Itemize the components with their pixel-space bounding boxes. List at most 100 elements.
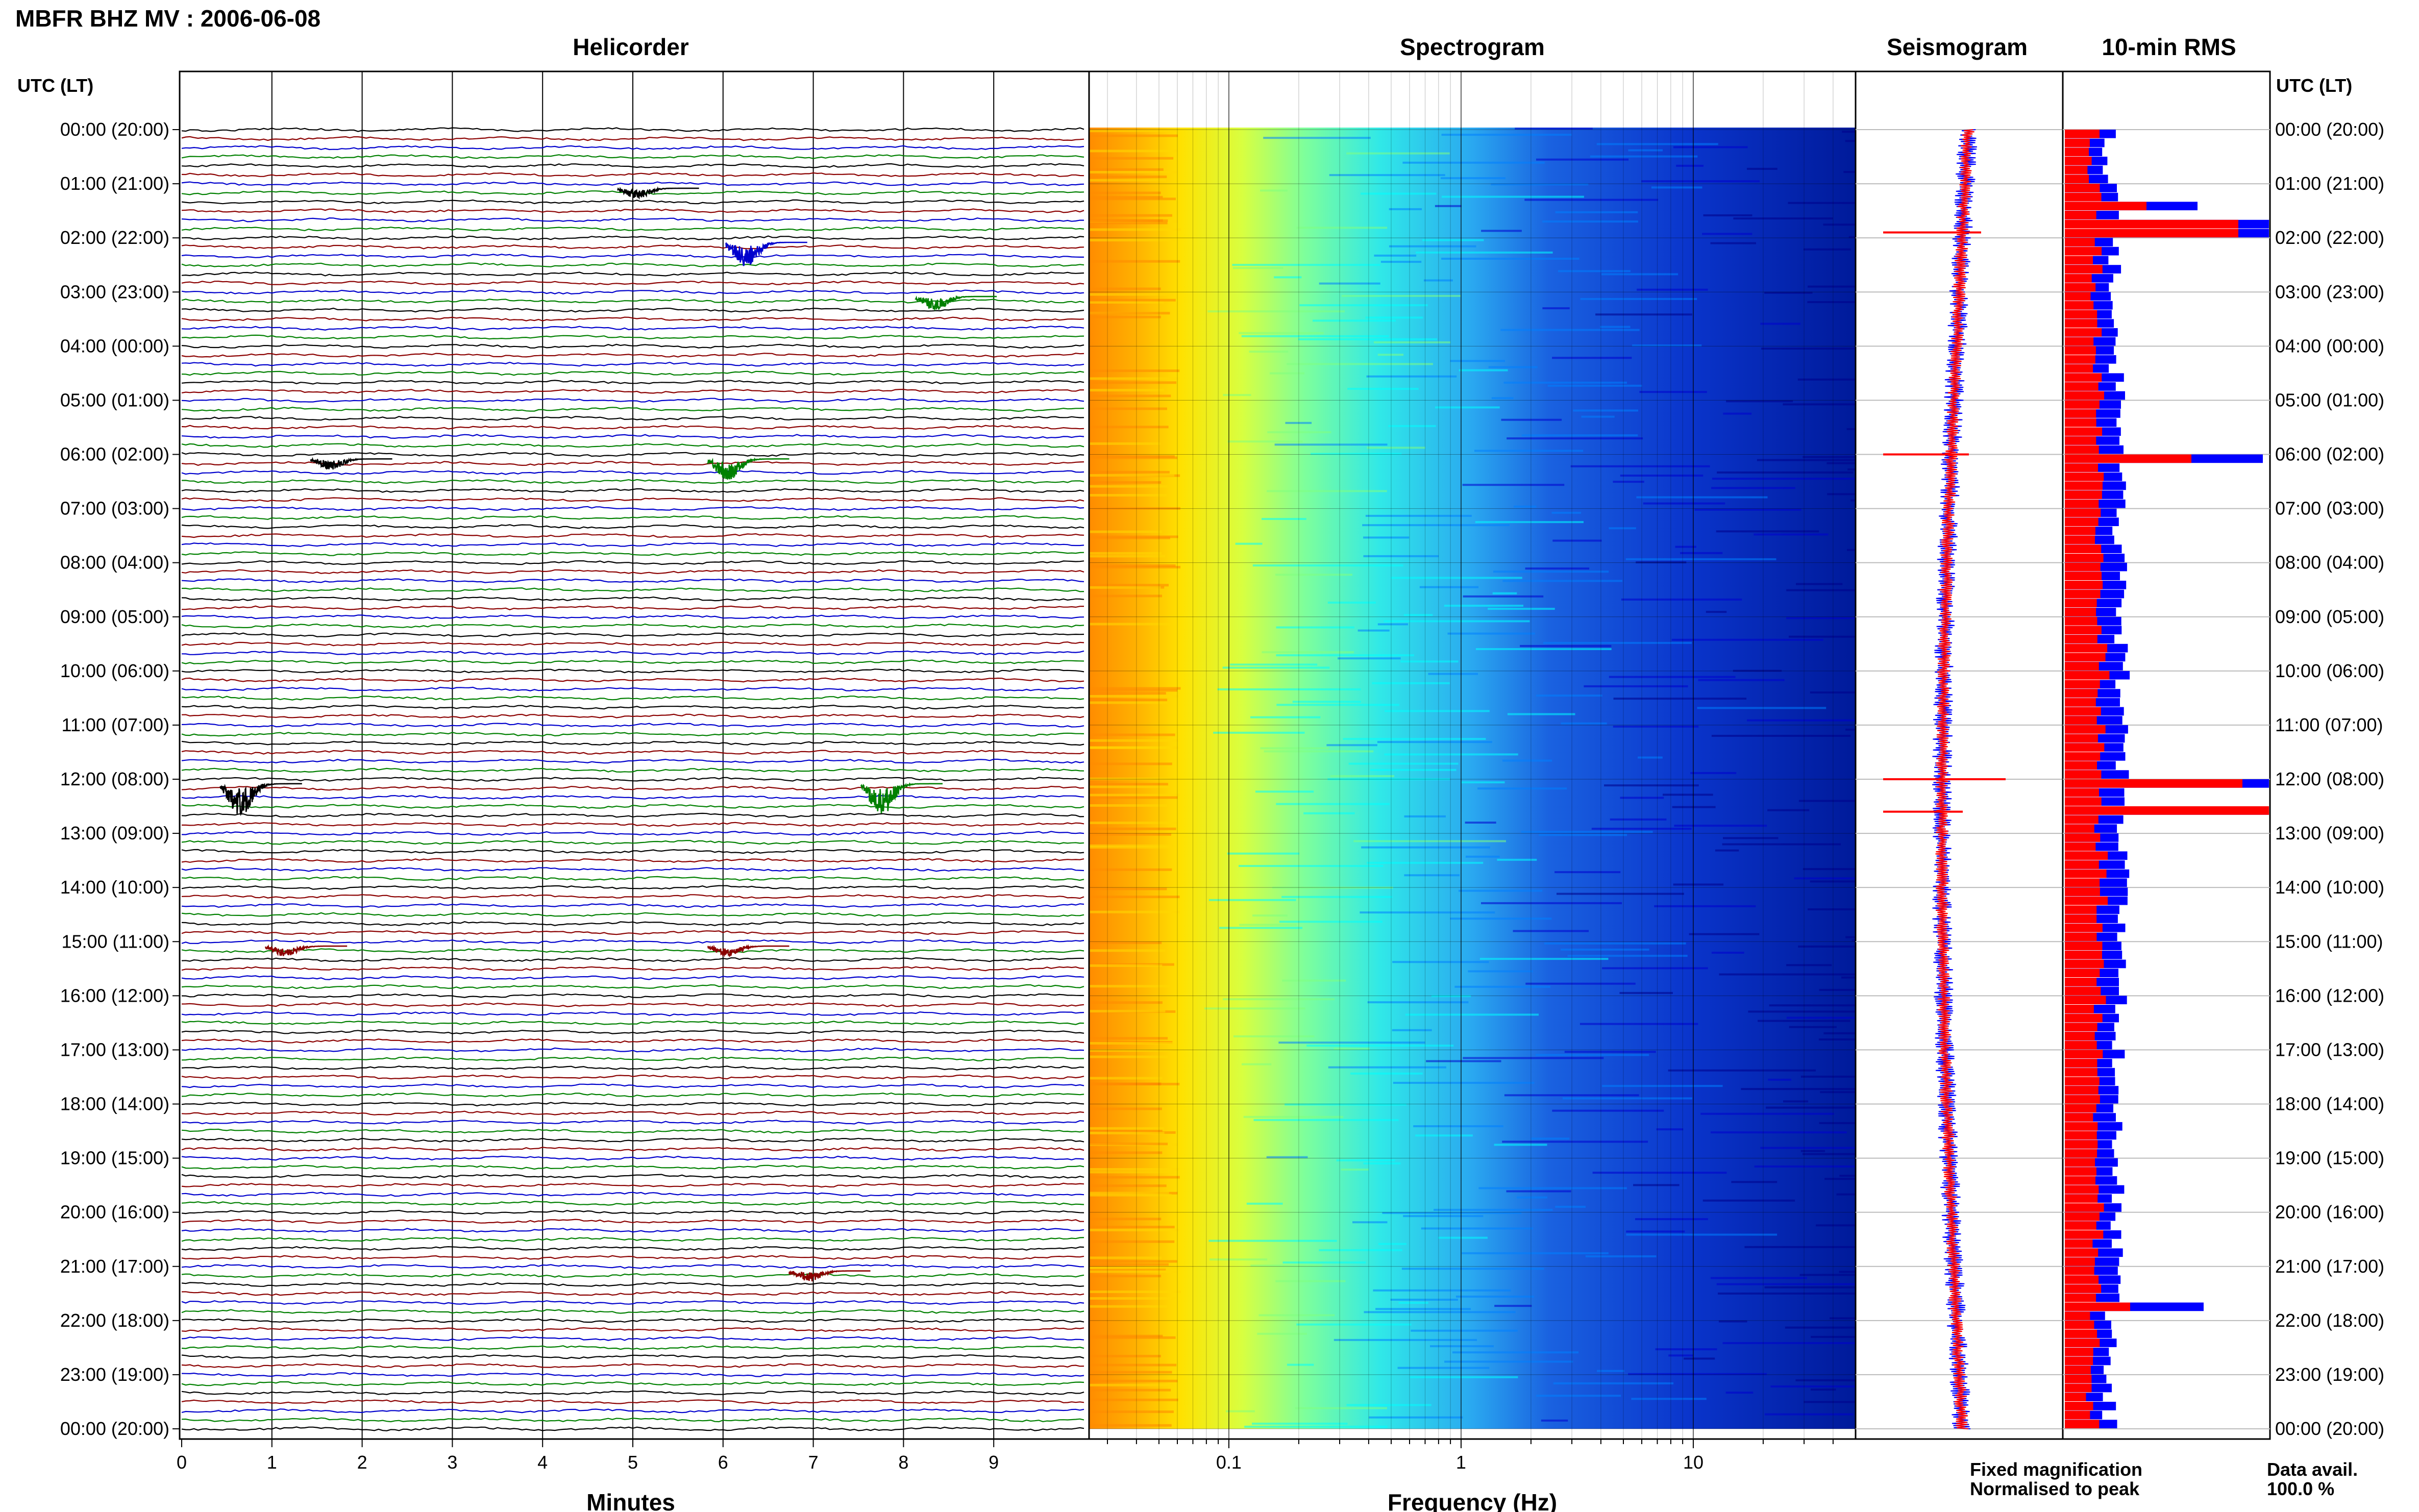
spectrogram-streak [1552, 357, 1632, 359]
spectrogram-streak [1758, 1020, 1850, 1022]
rms-bar-normalised [2065, 860, 2099, 869]
spectrogram-streak [1434, 1208, 1553, 1211]
row-label-right: 03:00 (23:00) [2275, 281, 2384, 302]
spectrogram-streak [1274, 443, 1388, 446]
rms-bar-normalised [2065, 941, 2103, 950]
spectrogram-streak [1561, 948, 1649, 951]
helicorder-trace [181, 452, 1084, 457]
row-label-right: 10:00 (06:00) [2275, 660, 2384, 681]
spectrogram-streak [1494, 1144, 1547, 1146]
spectrogram-low-band [1089, 1077, 1163, 1080]
spectrogram-low-band [1089, 1305, 1168, 1308]
spectrogram-low-band [1089, 1194, 1172, 1197]
spectrogram-streak [1403, 614, 1433, 616]
spectrogram-streak [1462, 1252, 1609, 1254]
spectrogram-low-band [1089, 695, 1179, 698]
rms-bar-normalised [2065, 1068, 2097, 1077]
helicorder-trace [181, 1182, 1084, 1188]
spectrogram-streak [1253, 1119, 1399, 1121]
spectrogram-streak [1597, 1370, 1624, 1372]
rms-bar-normalised [2065, 1059, 2097, 1068]
spectrogram-low-band [1089, 564, 1176, 567]
spectrogram-streak [1481, 230, 1522, 232]
spectrogram-streak [1600, 326, 1631, 328]
row-label-right: 13:00 (09:00) [2275, 823, 2384, 844]
rms-bar-normalised [2065, 914, 2097, 923]
utc-row-labels-right: 00:00 (20:00) 01:00 (21:00) 02:00 (22:00) 0… [2275, 119, 2384, 1439]
spectrogram-streak [1601, 273, 1679, 276]
spectrogram-streak [1676, 164, 1704, 167]
spectrogram-streak [1278, 1042, 1425, 1044]
rms-bar-normalised [2065, 734, 2098, 743]
spectrogram-streak [1514, 505, 1537, 508]
spectrogram-streak [1613, 481, 1644, 483]
rms-bar-normalised [2065, 959, 2104, 969]
spectrogram-streak [1255, 790, 1314, 793]
helicorder-trace [181, 298, 1084, 304]
rms-bar-normalised [2065, 626, 2102, 635]
spectrogram-streak [1628, 1373, 1767, 1375]
spectrogram-streak [1444, 605, 1523, 607]
spectrogram-streak [1260, 189, 1288, 192]
spectrogram-streak [1635, 1218, 1708, 1221]
rms-bar-normalised [2065, 445, 2099, 454]
spectrogram-streak [1287, 1364, 1314, 1366]
row-label-left: 04:00 (00:00) [60, 335, 169, 356]
spectrogram-streak [1613, 698, 1747, 700]
spectrogram-streak [1830, 1317, 1873, 1320]
helicorder-trace [181, 1065, 1084, 1071]
spectrogram-streak [1525, 567, 1590, 570]
spectrogram-streak [1544, 942, 1686, 945]
rms-bar-normalised [2065, 1393, 2086, 1401]
helicorder-trace [181, 1363, 1084, 1368]
helicorder-title: Helicorder [573, 34, 689, 60]
spectrogram-streak [1502, 1141, 1648, 1143]
helicorder-trace [181, 415, 1084, 421]
helicorder-trace [181, 767, 1084, 773]
spectrogram-streak [1346, 152, 1450, 155]
rms-bar-normalised [2065, 1248, 2099, 1257]
spectrogram-streak [1639, 391, 1707, 393]
spectrogram-streak [1334, 1048, 1370, 1050]
helicorder-trace [181, 921, 1084, 926]
spectrogram-low-band [1089, 1383, 1173, 1386]
helicorder-trace [181, 812, 1084, 818]
helicorder-trace [181, 569, 1084, 575]
rms-bar-normalised [2065, 554, 2104, 562]
spectrogram-streak [1267, 490, 1387, 492]
spectrogram-streak [1363, 1162, 1401, 1164]
helicorder-trace [181, 740, 1084, 746]
spectrogram-streak [1672, 806, 1716, 808]
spectrogram-streak [1454, 985, 1551, 988]
spectrogram-streak [1502, 580, 1623, 582]
spectrogram-streak [1684, 1357, 1715, 1360]
rms-bar-normalised [2065, 1032, 2095, 1040]
row-label-right: 12:00 (08:00) [2275, 769, 2384, 789]
spectrogram-streak [1717, 471, 1854, 474]
spectrogram-streak [1712, 478, 1862, 480]
row-label-right: 00:00 (20:00) [2275, 119, 2384, 140]
spectrogram-low-band [1089, 293, 1173, 296]
spectrogram-streak [1269, 372, 1304, 375]
spectrogram-low-band [1089, 407, 1167, 410]
spectrogram-streak [1542, 220, 1638, 223]
spectrogram-streak [1585, 1255, 1657, 1257]
rms-bar-normalised [2065, 851, 2108, 860]
helicorder-trace [181, 361, 1084, 367]
helicorder-trace [181, 1209, 1084, 1215]
spectrogram-low-band [1089, 584, 1169, 587]
spectrogram-low-band [1089, 827, 1176, 830]
spectrogram-streak [1592, 1172, 1727, 1174]
spectrogram-streak [1637, 288, 1708, 291]
spectrogram-x-ticks: 0.1 1 10 [1216, 1439, 1704, 1473]
spectrogram-streak [1702, 1199, 1795, 1202]
helicorder-trace [181, 1354, 1084, 1359]
rms-bar-normalised [2065, 265, 2103, 274]
rms-bar-normalised [2065, 761, 2097, 770]
spectrogram-streak [1461, 781, 1505, 784]
spectrogram-streak [1390, 1299, 1458, 1301]
spectrogram-streak [1502, 759, 1552, 762]
spectrogram-low-band [1089, 1049, 1176, 1052]
spectrogram-streak [1357, 629, 1390, 632]
rms-bar-normalised [2065, 950, 2102, 959]
